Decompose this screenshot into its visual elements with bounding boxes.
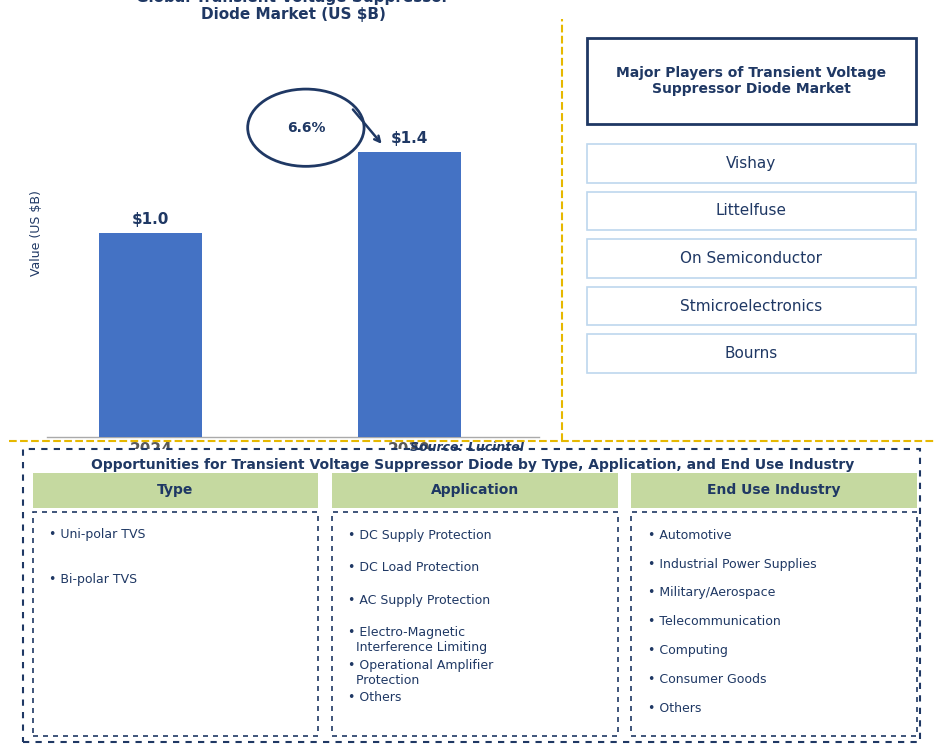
Text: Stmicroelectronics: Stmicroelectronics [680, 298, 821, 313]
FancyBboxPatch shape [586, 38, 915, 123]
Text: Bourns: Bourns [724, 346, 777, 361]
Text: Littelfuse: Littelfuse [715, 203, 786, 218]
FancyBboxPatch shape [331, 473, 617, 508]
Y-axis label: Value (US $B): Value (US $B) [30, 191, 43, 276]
FancyBboxPatch shape [631, 512, 916, 736]
Text: • Industrial Power Supplies: • Industrial Power Supplies [647, 557, 816, 571]
Text: • Computing: • Computing [647, 645, 727, 657]
Text: • Automotive: • Automotive [647, 529, 731, 541]
FancyBboxPatch shape [586, 239, 915, 278]
FancyBboxPatch shape [586, 287, 915, 325]
Text: • Electro-Magnetic
  Interference Limiting: • Electro-Magnetic Interference Limiting [347, 626, 487, 654]
Text: Source: Lucintel: Source: Lucintel [410, 441, 524, 453]
Bar [99, 233, 202, 437]
Text: • Military/Aerospace: • Military/Aerospace [647, 587, 774, 599]
Text: • Others: • Others [647, 702, 700, 715]
Text: • Bi-polar TVS: • Bi-polar TVS [49, 573, 137, 587]
Text: Vishay: Vishay [725, 156, 776, 171]
Text: 6.6%: 6.6% [286, 120, 325, 135]
FancyBboxPatch shape [586, 191, 915, 230]
Bar [357, 152, 461, 437]
Text: • DC Supply Protection: • DC Supply Protection [347, 529, 491, 541]
FancyBboxPatch shape [331, 512, 617, 736]
FancyBboxPatch shape [631, 473, 916, 508]
Text: Type: Type [157, 483, 194, 497]
FancyBboxPatch shape [24, 449, 919, 742]
Text: • Telecommunication: • Telecommunication [647, 615, 780, 628]
Text: $1.0: $1.0 [132, 212, 169, 227]
Text: Application: Application [430, 483, 518, 497]
FancyBboxPatch shape [586, 144, 915, 183]
FancyBboxPatch shape [586, 334, 915, 373]
FancyBboxPatch shape [32, 512, 318, 736]
Text: • Operational Amplifier
  Protection: • Operational Amplifier Protection [347, 659, 493, 687]
Text: On Semiconductor: On Semiconductor [680, 251, 821, 266]
Text: • Uni-polar TVS: • Uni-polar TVS [49, 528, 145, 541]
Text: • Others: • Others [347, 691, 401, 704]
Title: Global Transient Voltage Suppressor
Diode Market (US $B): Global Transient Voltage Suppressor Diod… [136, 0, 449, 22]
Text: End Use Industry: End Use Industry [707, 483, 840, 497]
FancyBboxPatch shape [32, 473, 318, 508]
Text: Opportunities for Transient Voltage Suppressor Diode by Type, Application, and E: Opportunities for Transient Voltage Supp… [91, 459, 853, 472]
Text: • DC Load Protection: • DC Load Protection [347, 561, 479, 574]
Text: Major Players of Transient Voltage
Suppressor Diode Market: Major Players of Transient Voltage Suppr… [615, 66, 885, 96]
Text: • Consumer Goods: • Consumer Goods [647, 673, 766, 686]
Text: $1.4: $1.4 [390, 131, 428, 146]
Text: • AC Supply Protection: • AC Supply Protection [347, 593, 490, 607]
